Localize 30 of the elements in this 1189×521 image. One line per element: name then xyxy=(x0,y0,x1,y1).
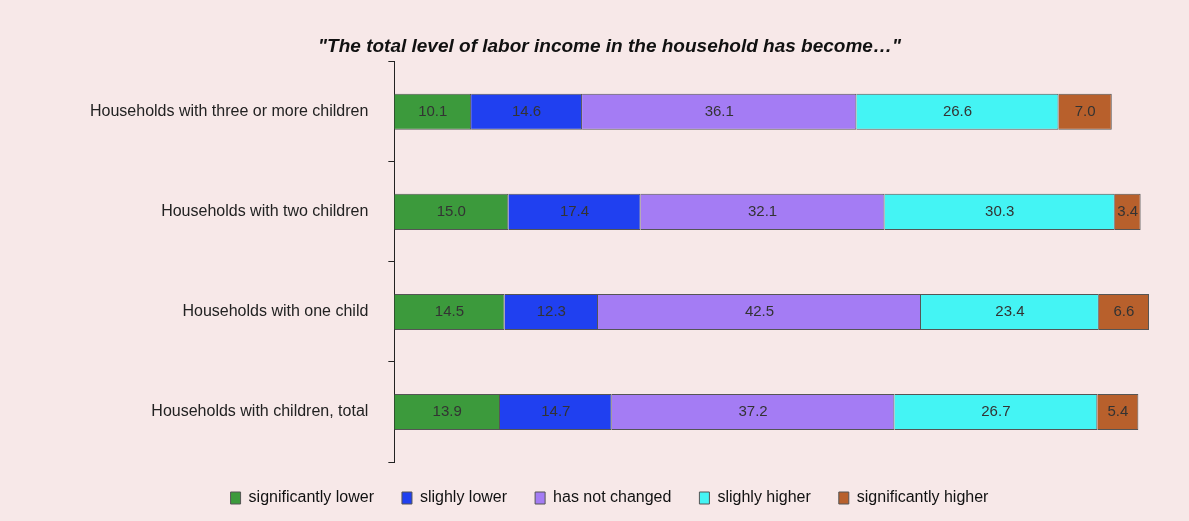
data-label: 14.6 xyxy=(511,101,542,119)
data-label: 42.5 xyxy=(744,302,775,320)
data-label: 30.3 xyxy=(985,202,1015,220)
data-label: 14.5 xyxy=(434,302,465,320)
data-label: 7.0 xyxy=(1074,101,1096,119)
legend-label: has not changed xyxy=(553,488,672,506)
data-label: 17.4 xyxy=(559,202,590,220)
data-label: 15.0 xyxy=(436,202,466,220)
data-label: 13.9 xyxy=(432,402,462,420)
data-label: 32.1 xyxy=(747,202,778,220)
legend-label: slighly lower xyxy=(419,488,508,506)
data-label: 26.7 xyxy=(981,402,1011,420)
data-label: 5.4 xyxy=(1107,402,1129,420)
y-tick-label: Households with two children xyxy=(161,202,369,220)
y-tick-label: Households with three or more children xyxy=(90,102,369,120)
y-tick-label: Households with children, total xyxy=(151,402,369,420)
data-label: 37.2 xyxy=(738,402,768,420)
data-label: 3.4 xyxy=(1117,202,1139,220)
legend-label: slighly higher xyxy=(717,488,812,506)
legend-label: significantly higher xyxy=(856,488,990,506)
data-label: 14.7 xyxy=(541,402,571,420)
data-label: 36.1 xyxy=(704,101,734,119)
data-label: 6.6 xyxy=(1113,302,1135,320)
data-label: 10.1 xyxy=(418,101,448,119)
legend-label: significantly lower xyxy=(248,488,375,506)
data-label: 12.3 xyxy=(536,302,566,320)
y-tick-label: Households with one child xyxy=(182,302,369,320)
data-label: 23.4 xyxy=(995,302,1025,320)
data-label: 26.6 xyxy=(942,101,973,119)
chart-title: "The total level of labor income in the household has become…" xyxy=(318,34,902,56)
